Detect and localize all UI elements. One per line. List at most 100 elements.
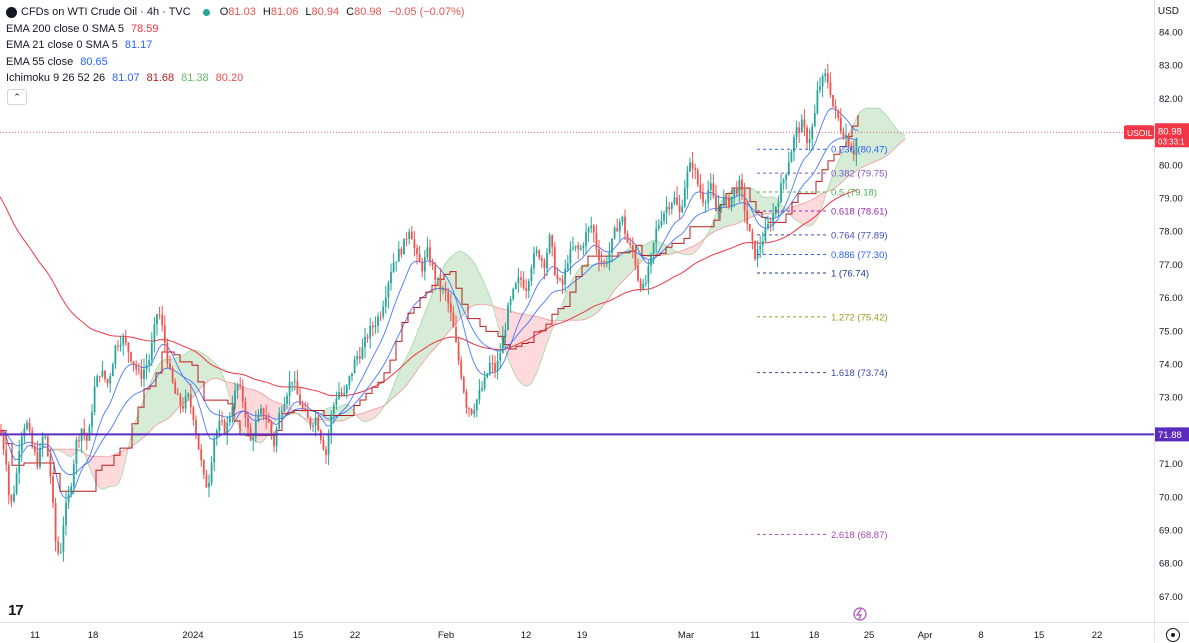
candle-body — [52, 476, 54, 504]
candle-body — [725, 196, 728, 198]
candle-body — [49, 456, 52, 477]
cloud-segment — [857, 112, 860, 171]
candle-body — [746, 211, 749, 225]
candle-body — [101, 370, 104, 377]
candle-body — [824, 73, 827, 77]
candle-body — [205, 474, 208, 488]
candle-body — [83, 428, 86, 434]
candlesticks — [0, 63, 858, 562]
candle-body — [28, 422, 31, 431]
symbol-title[interactable]: CFDs on WTI Crude Oil · 4h · TVC — [21, 6, 191, 18]
candle-body — [715, 196, 717, 212]
indicator-value: 81.68 — [146, 72, 175, 84]
candle-body — [806, 127, 808, 143]
candle-body — [663, 213, 665, 221]
candle-body — [522, 279, 525, 289]
candle-body — [234, 390, 236, 407]
indicator-row[interactable]: EMA 55 close 80.65 — [6, 54, 469, 71]
cloud-segment — [887, 116, 890, 156]
cloud-segment — [347, 404, 350, 420]
candle-body — [832, 95, 834, 107]
collapse-legend-button[interactable]: ⌃ — [7, 89, 27, 105]
cloud-segment — [437, 273, 440, 346]
cloud-segment — [416, 327, 419, 372]
candle-body — [416, 248, 418, 255]
candle-body — [239, 384, 242, 386]
candle-body — [148, 359, 151, 365]
indicator-row[interactable]: Ichimoku 9 26 52 26 81.07 81.68 81.38 80.20 — [6, 70, 469, 87]
indicator-row[interactable]: EMA 21 close 0 SMA 5 81.17 — [6, 37, 469, 54]
candle-body — [13, 493, 15, 502]
cloud-segment — [647, 241, 650, 258]
candle-body — [676, 197, 678, 205]
candle-body — [712, 183, 715, 197]
candle-body — [161, 314, 164, 326]
candle-body — [478, 390, 481, 400]
y-tick-label: 78.00 — [1159, 227, 1183, 238]
candle-body — [564, 268, 567, 285]
cloud-segment — [542, 317, 545, 359]
fib-level-label: 0.764 (77.89) — [831, 230, 888, 241]
candle-body — [122, 337, 125, 345]
candle-body — [283, 404, 286, 412]
candle-body — [793, 137, 795, 152]
candle-body — [140, 369, 143, 379]
ichimoku-cloud — [50, 107, 905, 490]
candle-body — [143, 369, 145, 379]
candle-body — [111, 364, 114, 377]
candle-body — [535, 250, 538, 254]
cloud-segment — [593, 263, 596, 316]
candle-body — [195, 419, 197, 434]
candle-body — [722, 196, 725, 205]
cloud-segment — [341, 404, 344, 421]
cloud-segment — [797, 204, 800, 223]
candle-body — [176, 393, 179, 395]
candle-body — [187, 394, 190, 397]
cloud-segment — [584, 264, 587, 320]
candle-body — [273, 434, 275, 446]
x-tick-label: 19 — [577, 630, 588, 641]
settings-gear-icon[interactable] — [1166, 628, 1180, 642]
indicator-label: EMA 55 close — [6, 55, 74, 68]
candle-body — [782, 179, 785, 184]
candle-body — [842, 131, 845, 139]
fib-level-label: 0.886 (77.30) — [831, 250, 888, 261]
candle-body — [595, 232, 598, 249]
tradingview-logo-icon: 17 — [8, 602, 24, 619]
candle-body — [257, 414, 260, 422]
cloud-segment — [392, 381, 395, 399]
y-tick-label: 77.00 — [1159, 260, 1183, 271]
indicator-row[interactable]: EMA 200 close 0 SMA 5 78.59 — [6, 21, 469, 38]
candle-body — [150, 342, 153, 360]
candle-body — [275, 428, 278, 446]
cloud-segment — [650, 240, 653, 256]
candle-body — [759, 245, 762, 250]
candle-body — [514, 283, 517, 289]
cloud-segment — [614, 257, 617, 291]
candle-body — [343, 393, 346, 395]
cloud-segment — [146, 386, 149, 436]
fibonacci-levels: 0.236 (80.47) 0.382 (79.75) 0.5 (79.18) 0.6… — [757, 145, 888, 541]
indicator-value: 80.65 — [80, 55, 108, 68]
cloud-segment — [893, 124, 896, 151]
y-tick-label: 79.00 — [1159, 194, 1183, 205]
candle-body — [457, 341, 460, 361]
candle-body — [624, 216, 626, 234]
cloud-segment — [899, 131, 902, 145]
candle-body — [70, 486, 73, 494]
candle-body — [707, 189, 710, 203]
currency-label[interactable]: USD — [1157, 6, 1179, 17]
candle-body — [592, 225, 595, 233]
candle-body — [626, 233, 629, 243]
cloud-segment — [758, 193, 761, 215]
cloud-segment — [479, 272, 482, 305]
symbol-tag — [1124, 125, 1154, 140]
candle-body — [223, 420, 226, 434]
candle-body — [520, 277, 522, 280]
cloud-segment — [419, 320, 422, 368]
candle-body — [447, 291, 450, 304]
candle-body — [717, 205, 720, 212]
ema-55-line — [0, 137, 859, 476]
cloud-segment — [206, 355, 209, 383]
